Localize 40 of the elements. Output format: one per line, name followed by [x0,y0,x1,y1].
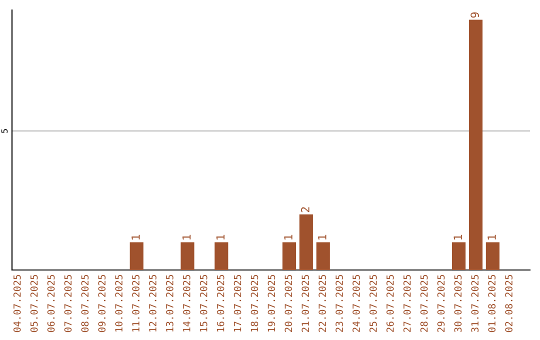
x-tick-label: 10.07.2025 [115,274,123,332]
data-label: 1 [454,234,462,240]
x-tick-label: 07.07.2025 [64,274,72,332]
x-tick-label: 09.07.2025 [98,274,106,332]
data-label: 1 [216,234,224,240]
data-label: 1 [182,234,191,240]
x-tick-label: 20.07.2025 [284,274,292,332]
x-tick-label: 23.07.2025 [336,274,343,332]
x-tick-label: 29.07.2025 [437,274,445,332]
x-tick-label: 26.07.2025 [386,274,394,332]
data-label: 1 [318,234,326,240]
x-tick-label: 01.08.2025 [488,274,496,332]
data-label: 1 [132,234,140,240]
x-tick-label: 02.08.2025 [505,274,512,332]
x-tick-label: 13.07.2025 [166,274,174,332]
x-tick-label: 31.07.2025 [471,274,479,332]
x-tick-label: 30.07.2025 [454,274,462,332]
x-tick-label: 27.07.2025 [403,274,411,332]
x-tick-label: 21.07.2025 [302,274,310,332]
data-label: 1 [488,234,496,240]
x-tick-label: 06.07.2025 [47,274,55,332]
data-label: 9 [470,12,479,18]
x-tick-label: 05.07.2025 [30,274,38,332]
x-tick-label: 22.07.2025 [318,274,326,332]
x-tick-label: 28.07.2025 [420,274,428,332]
x-tick-label: 24.07.2025 [352,274,360,332]
x-tick-label: 12.07.2025 [149,274,156,332]
x-tick-label: 04.07.2025 [13,274,21,332]
data-label: 1 [284,234,292,240]
x-tick-label: 16.07.2025 [216,274,224,332]
x-tick-label: 25.07.2025 [370,274,377,332]
x-tick-label: 15.07.2025 [200,274,208,332]
x-tick-label: 08.07.2025 [81,274,89,332]
x-tick-label: 17.07.2025 [234,274,242,332]
x-tick-label: 14.07.2025 [182,274,190,332]
y-tick-label: 5 [1,129,8,133]
x-tick-label: 11.07.2025 [132,274,140,332]
x-tick-label: 18.07.2025 [250,274,258,332]
x-tick-label: 19.07.2025 [268,274,276,332]
data-label: 2 [301,207,310,212]
